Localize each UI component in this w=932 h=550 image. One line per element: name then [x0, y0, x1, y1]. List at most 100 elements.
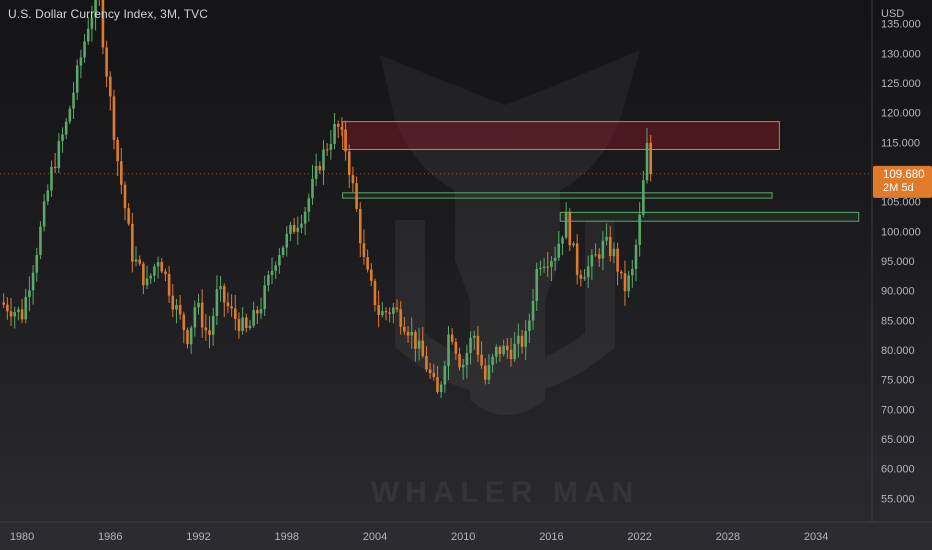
support-zone-2[interactable]: [559, 211, 860, 222]
candle-body: [186, 330, 189, 345]
candle: [399, 301, 402, 335]
price-axis-ticks[interactable]: 55.000 60.000 65.000 70.000 75.000 80.000 85.0…: [881, 19, 921, 506]
price-tick-label: 120.000: [881, 108, 921, 120]
candle: [120, 148, 123, 195]
candle-body: [267, 274, 270, 286]
candle: [351, 166, 355, 192]
zones-layer: [342, 121, 860, 222]
last-price-countdown: 2M 5d: [883, 182, 914, 194]
candle-body: [149, 275, 153, 279]
time-axis-ticks[interactable]: 1980 1986 1992 1998 2004 2010 2016 2022 2028 2034: [10, 531, 829, 543]
candle: [483, 358, 487, 385]
resistance-zone[interactable]: [342, 121, 780, 150]
candle: [458, 347, 461, 371]
candle: [116, 136, 119, 176]
candle-body: [270, 270, 274, 275]
candle-body: [39, 226, 42, 256]
candle-body: [491, 356, 494, 366]
candle-body: [20, 309, 24, 320]
candle: [204, 313, 208, 341]
candle-body: [421, 340, 425, 357]
candle-body: [182, 314, 186, 331]
candle-body: [318, 165, 322, 171]
time-tick-label: 2034: [804, 531, 828, 543]
candle-body: [472, 335, 476, 338]
candle: [46, 184, 50, 206]
candle-body: [226, 302, 230, 307]
candle-body: [138, 259, 141, 264]
candle: [6, 297, 9, 320]
candle-body: [241, 317, 244, 331]
candle: [13, 306, 16, 329]
candle-body: [31, 272, 35, 291]
candle: [35, 247, 39, 282]
candle-body: [381, 311, 384, 315]
candle-body: [370, 269, 373, 281]
candle: [553, 246, 557, 271]
candle-body: [597, 254, 601, 259]
candle: [601, 231, 605, 271]
candle: [61, 127, 64, 153]
candle: [649, 134, 652, 182]
candle-body: [189, 327, 193, 345]
candle-body: [594, 254, 597, 256]
candle-body: [403, 326, 406, 332]
candle-body: [634, 245, 638, 269]
candle-body: [586, 266, 590, 278]
candle-body: [557, 243, 561, 258]
candle: [64, 118, 68, 140]
candle-body: [314, 165, 318, 179]
candle: [377, 290, 380, 328]
candle: [381, 302, 384, 318]
candle: [9, 298, 13, 326]
candle-body: [160, 262, 164, 272]
candle-body: [417, 340, 421, 349]
candle-body: [384, 311, 388, 313]
candle: [542, 258, 546, 273]
candle-body: [72, 92, 75, 109]
candle-body: [406, 331, 410, 336]
candle-body: [123, 184, 127, 209]
candle: [153, 263, 156, 282]
candle-body: [392, 307, 395, 314]
candle: [520, 330, 524, 354]
candle: [311, 164, 314, 206]
candle-body: [75, 65, 79, 93]
candle-body: [347, 151, 351, 176]
candle: [495, 344, 498, 364]
candle: [502, 339, 505, 357]
candle-body: [222, 286, 226, 303]
candle-body: [358, 208, 362, 244]
candle: [642, 170, 645, 218]
candle: [50, 160, 53, 197]
candle: [123, 181, 127, 221]
candle-body: [454, 341, 458, 354]
candle: [322, 139, 325, 185]
candle-body: [57, 141, 61, 169]
candle-body: [116, 139, 119, 162]
candle-body: [120, 161, 123, 185]
candle: [608, 226, 612, 262]
candle-body: [175, 305, 178, 310]
support-zone-1[interactable]: [342, 192, 773, 199]
candle: [42, 193, 46, 232]
candle: [344, 120, 347, 161]
candle: [472, 330, 476, 350]
price-tick-label: 105.000: [881, 197, 921, 209]
last-price-value: 109.680: [883, 169, 925, 181]
candle-body: [513, 343, 516, 360]
candle-body: [109, 76, 112, 97]
price-tick-label: 130.000: [881, 48, 921, 60]
candle-body: [204, 327, 208, 331]
candle-body: [414, 331, 417, 349]
candle: [417, 327, 421, 361]
candle: [638, 202, 641, 257]
candle: [278, 248, 281, 274]
candle: [561, 235, 564, 256]
candle-body: [50, 166, 53, 191]
candle-body: [178, 305, 182, 315]
candle-body: [627, 275, 630, 292]
candle-body: [645, 142, 649, 181]
candle-body: [263, 285, 266, 310]
